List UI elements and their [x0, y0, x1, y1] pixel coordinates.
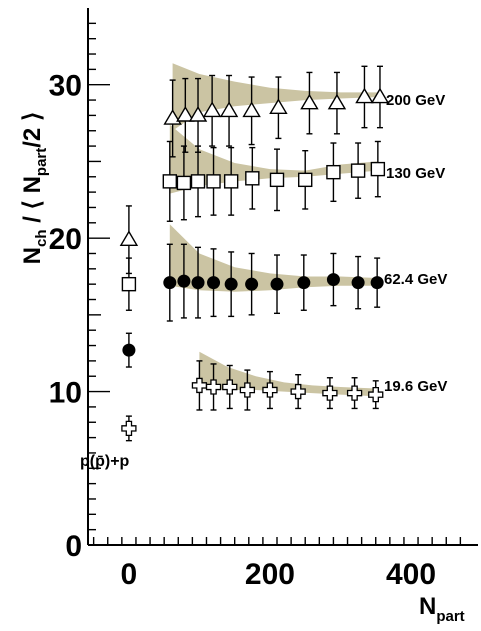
point-s2-p1	[177, 274, 191, 288]
point-s2-p6	[270, 277, 284, 291]
point-s0-p2	[188, 106, 208, 122]
point-s2-p9	[351, 276, 365, 290]
x-axis-title: Npart	[419, 593, 465, 625]
point-s3-p2	[222, 379, 238, 395]
point-s2-p2	[191, 276, 205, 290]
point-s1-p7	[298, 172, 313, 188]
x-tick-label: 0	[121, 558, 138, 591]
point-s3-p1	[205, 379, 222, 395]
svg-text:Npart: Npart	[419, 593, 465, 625]
point-s0-p8	[327, 93, 347, 110]
point-pp-3	[121, 420, 137, 437]
point-s0-p10	[370, 87, 390, 104]
y-axis-title: Nch / ⟨ Npart/2 ⟩	[19, 112, 50, 265]
point-s1-p0	[162, 174, 178, 189]
point-s2-p8	[326, 273, 340, 287]
plot-frame	[87, 8, 478, 546]
point-s0-p3	[202, 101, 222, 118]
x-tick-label: 200	[245, 558, 295, 591]
point-s0-p5	[242, 101, 261, 118]
band-series-1	[169, 124, 378, 194]
point-s1-p4	[223, 174, 239, 189]
point-s3-p4	[262, 382, 278, 398]
point-s3-p5	[290, 383, 306, 400]
point-s0-p4	[219, 101, 239, 118]
band-series-3	[199, 351, 376, 397]
x-tick-label: 400	[386, 558, 436, 591]
series-label-19: 19.6 GeV	[384, 378, 447, 395]
series-labels: 200 GeV 130 GeV 62.4 GeV 19.6 GeV	[384, 92, 447, 395]
point-s0-p1	[176, 106, 195, 122]
systematic-bands	[169, 63, 380, 397]
point-s2-p3	[207, 276, 221, 290]
pp-label: p(p̄)+p	[80, 453, 130, 470]
point-s1-p1	[176, 175, 192, 191]
point-s1-p10	[370, 161, 386, 177]
point-s1-p3	[206, 174, 221, 189]
point-s1-p8	[326, 164, 341, 180]
series-label-130: 130 GeV	[386, 165, 445, 182]
data-markers	[119, 87, 390, 437]
point-pp-0	[119, 230, 139, 246]
series-label-200: 200 GeV	[386, 92, 445, 109]
point-pp-1	[121, 276, 137, 292]
point-s2-p4	[224, 277, 238, 291]
point-s1-p2	[190, 174, 206, 189]
point-s0-p6	[269, 98, 288, 115]
series-label-62: 62.4 GeV	[384, 271, 447, 288]
point-s3-p7	[346, 385, 363, 401]
y-tick-label: 0	[65, 530, 82, 563]
point-s1-p9	[350, 163, 366, 178]
point-s3-p6	[322, 385, 338, 401]
point-s3-p0	[191, 377, 208, 394]
point-s2-p5	[245, 277, 259, 291]
band-series-2	[169, 224, 378, 292]
point-s0-p7	[300, 93, 319, 110]
point-s2-p7	[297, 276, 311, 290]
axis-ticks: 0 10 20 30 0 200 400	[49, 22, 462, 591]
band-series-0	[172, 63, 380, 131]
y-tick-label: 20	[49, 223, 82, 256]
point-s1-p5	[245, 171, 260, 186]
point-s2-p0	[163, 276, 177, 290]
point-s3-p8	[368, 386, 384, 403]
point-s0-p9	[355, 87, 374, 104]
point-pp-2	[122, 343, 136, 357]
y-tick-label: 10	[49, 377, 82, 410]
point-s1-p6	[269, 172, 285, 188]
point-s2-p10	[370, 276, 384, 290]
y-tick-label: 30	[49, 70, 82, 103]
svg-text:Nch / ⟨ Npart/2 ⟩: Nch / ⟨ Npart/2 ⟩	[19, 112, 50, 265]
point-s0-p0	[163, 109, 182, 125]
point-s3-p3	[239, 382, 256, 398]
